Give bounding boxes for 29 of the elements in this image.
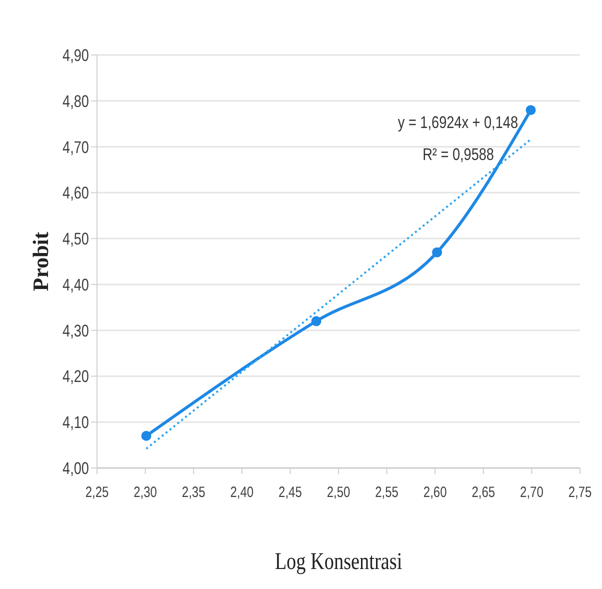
point xyxy=(526,105,536,116)
x-tick-label: 2,45 xyxy=(278,484,302,500)
x-tick-label: 2,75 xyxy=(568,484,592,500)
x-tick-label: 2,60 xyxy=(423,484,448,500)
y-tick-label: 4,30 xyxy=(62,322,89,341)
annotation: y = 1,6924x + 0,148 xyxy=(398,114,518,132)
x-tick-label: 2,70 xyxy=(520,484,544,500)
point xyxy=(432,247,442,258)
y-tick-label: 4,20 xyxy=(62,368,89,387)
y-tick-label: 4,50 xyxy=(62,230,89,249)
y-tick-label: 4,70 xyxy=(62,138,89,158)
point xyxy=(141,430,152,441)
y-tick-label: 4,80 xyxy=(62,92,89,112)
y-tick-label: 4,90 xyxy=(62,46,89,66)
x-tick-label: 2,65 xyxy=(472,484,496,500)
x-tick-label: 2,55 xyxy=(375,484,398,500)
x-tick-label: 2,50 xyxy=(326,484,351,500)
y-tick-label: 4,60 xyxy=(62,184,89,204)
x-tick-label: 2,40 xyxy=(230,484,254,500)
point xyxy=(311,316,322,326)
x-tick-label: 2,30 xyxy=(134,484,158,500)
y-tick-label: 4,10 xyxy=(62,414,89,433)
x-axis-title: Log Konsentrasi xyxy=(274,548,402,575)
y-tick-label: 4,40 xyxy=(62,276,89,295)
x-tick-label: 2,25 xyxy=(85,484,109,500)
x-tick-label: 2,35 xyxy=(182,484,206,500)
annotation: R² = 0,9588 xyxy=(422,146,494,164)
y-axis-title: Probit xyxy=(28,231,53,292)
y-tick-label: 4,00 xyxy=(62,460,89,478)
